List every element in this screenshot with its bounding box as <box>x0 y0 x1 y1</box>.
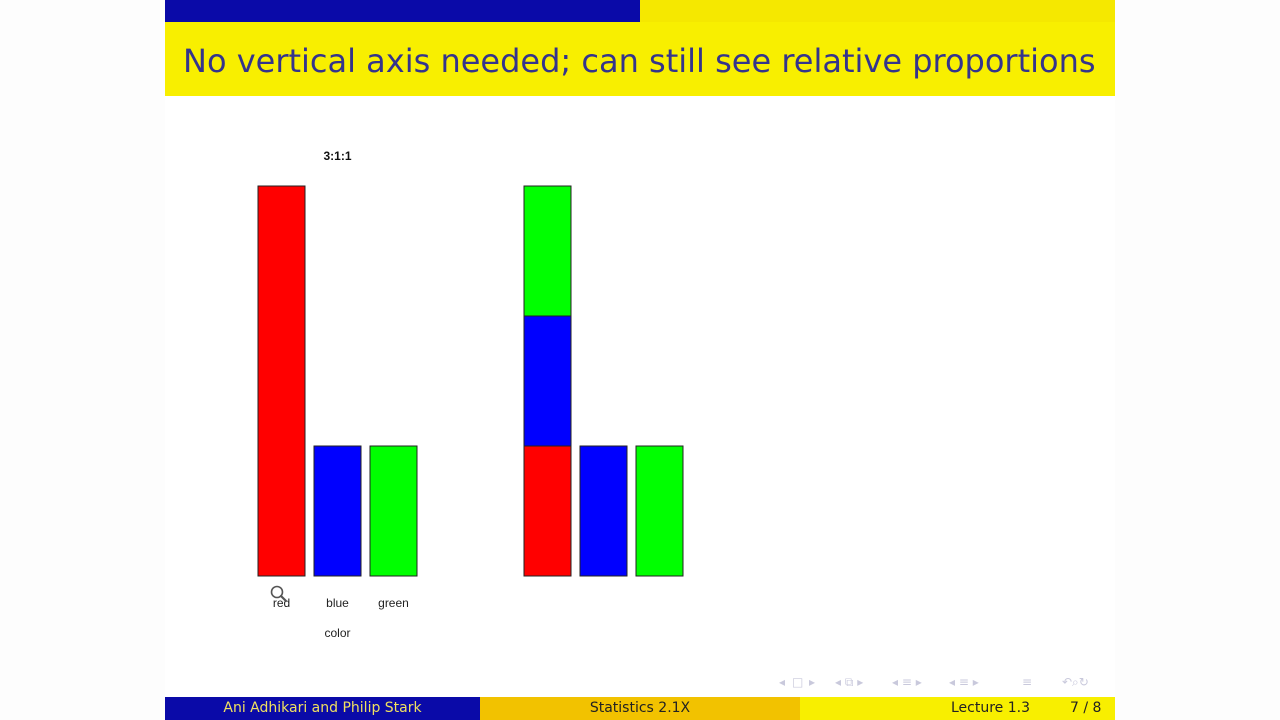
slide-title: No vertical axis needed; can still see r… <box>183 42 1096 80</box>
bar-green <box>635 445 684 577</box>
bar-blue <box>579 445 628 577</box>
magnifier-icon <box>270 585 288 603</box>
footer-lecture: Lecture 1.3 <box>951 700 1031 716</box>
footer-course: Statistics 2.1X <box>480 697 800 720</box>
bar-green <box>369 445 418 577</box>
slide: No vertical axis needed; can still see r… <box>165 0 1115 720</box>
stacked-segment-blue <box>523 315 572 447</box>
footer-authors: Ani Adhikari and Philip Stark <box>165 697 480 720</box>
progress-bar <box>165 0 1115 22</box>
nav-search-icon[interactable]: ↶⌕↻ <box>1062 675 1089 689</box>
nav-align-icon[interactable]: ≡ <box>1022 675 1033 689</box>
chart-title: 3:1:1 <box>323 149 351 163</box>
footer-page-number: 7 / 8 <box>1070 700 1102 716</box>
nav-subsubsection-icon[interactable]: ◂ ≡ ▸ <box>949 675 979 689</box>
progress-bar-fill <box>165 0 640 22</box>
nav-frame-icon[interactable]: □ <box>792 675 804 689</box>
nav-section-icon[interactable]: ◂ ⧉ ▸ <box>835 675 864 689</box>
nav-subsection-icon[interactable]: ◂ ≡ ▸ <box>892 675 922 689</box>
tick-label-green: green <box>378 596 409 610</box>
bar-blue <box>313 445 362 577</box>
bar-red <box>257 185 306 577</box>
nav-frame-left-icon[interactable]: ◂ <box>779 675 786 689</box>
beamer-navigation[interactable]: ◂ □ ▸ ◂ ⧉ ▸ ◂ ≡ ▸ ◂ ≡ ▸ ≡ ↶⌕↻ <box>777 675 1117 691</box>
stacked-segment-red <box>523 445 572 577</box>
tick-label-blue: blue <box>326 596 349 610</box>
title-bar: No vertical axis needed; can still see r… <box>165 22 1115 96</box>
nav-frame-right-icon[interactable]: ▸ <box>809 675 816 689</box>
stacked-segment-green <box>523 185 572 317</box>
x-axis-label: color <box>324 626 350 640</box>
footer: Ani Adhikari and Philip Stark Statistics… <box>165 697 1115 720</box>
footer-right: Lecture 1.3 7 / 8 <box>800 697 1115 720</box>
